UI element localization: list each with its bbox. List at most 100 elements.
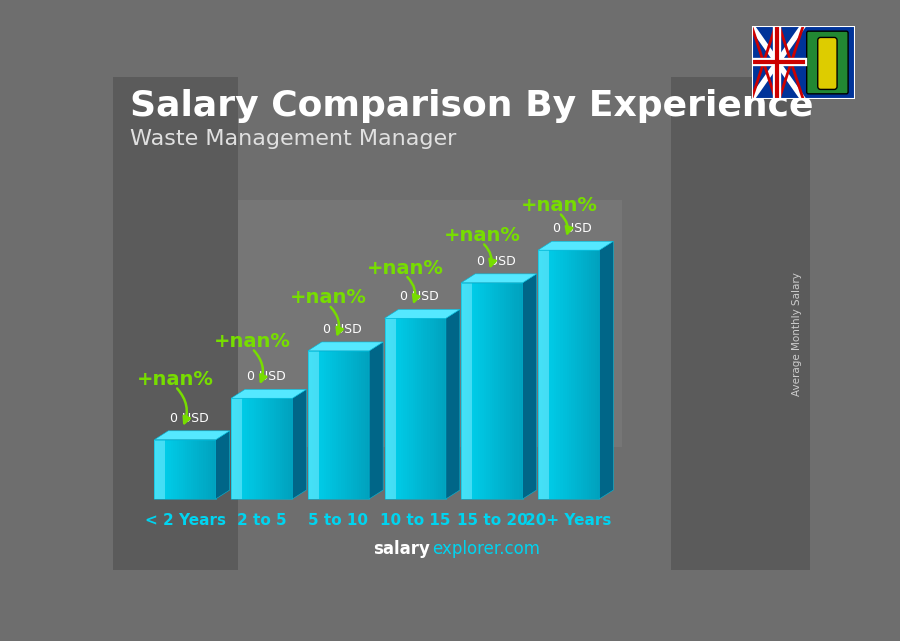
Bar [440, 319, 443, 499]
Bar [249, 398, 252, 499]
Polygon shape [446, 310, 460, 499]
Bar [208, 440, 211, 499]
Bar [432, 319, 435, 499]
Bar [280, 398, 283, 499]
Bar [197, 440, 200, 499]
Bar [213, 440, 216, 499]
Bar [173, 440, 176, 499]
Text: 0 USD: 0 USD [170, 412, 209, 425]
Bar [274, 398, 277, 499]
Bar [335, 351, 338, 499]
Bar [585, 250, 588, 499]
Bar [561, 250, 563, 499]
Bar [365, 351, 368, 499]
Bar [231, 398, 292, 499]
Bar [579, 250, 581, 499]
Bar [520, 283, 523, 499]
Bar [410, 319, 412, 499]
Bar [391, 319, 393, 499]
Text: 20+ Years: 20+ Years [526, 513, 612, 528]
Bar [268, 398, 271, 499]
Bar [426, 319, 428, 499]
Bar [312, 351, 315, 499]
Bar [272, 398, 274, 499]
Bar [482, 283, 484, 499]
Bar [538, 250, 549, 499]
Bar [241, 398, 244, 499]
Text: salary: salary [373, 540, 430, 558]
Bar [461, 283, 464, 499]
Bar [243, 398, 246, 499]
Bar [510, 283, 513, 499]
Bar [598, 250, 600, 499]
Text: 2 to 5: 2 to 5 [237, 513, 286, 528]
Bar [467, 283, 470, 499]
Bar [266, 398, 268, 499]
Bar [203, 440, 206, 499]
Bar [384, 319, 396, 499]
Text: < 2 Years: < 2 Years [145, 513, 226, 528]
Bar [512, 283, 515, 499]
Bar [177, 440, 180, 499]
FancyBboxPatch shape [818, 37, 837, 89]
Bar [264, 398, 266, 499]
Bar [546, 250, 549, 499]
Bar [291, 398, 293, 499]
Bar [542, 250, 544, 499]
Bar [492, 283, 495, 499]
Bar [500, 283, 503, 499]
Bar [504, 283, 507, 499]
Bar [395, 319, 398, 499]
Bar [231, 398, 234, 499]
Bar [498, 283, 500, 499]
Bar [415, 319, 418, 499]
Polygon shape [599, 241, 613, 499]
Bar [361, 351, 364, 499]
Bar [189, 440, 192, 499]
Bar [418, 319, 420, 499]
Bar [472, 283, 474, 499]
Bar [461, 283, 472, 499]
Bar [590, 250, 592, 499]
Text: +nan%: +nan% [444, 226, 521, 245]
Bar [185, 440, 188, 499]
Bar [583, 250, 586, 499]
Bar [411, 319, 414, 499]
Bar [488, 283, 490, 499]
Bar [484, 283, 487, 499]
Bar [428, 319, 430, 499]
Bar [160, 440, 163, 499]
Bar [470, 283, 472, 499]
Bar [308, 351, 310, 499]
Bar [507, 283, 509, 499]
Bar [556, 250, 559, 499]
Bar [544, 250, 547, 499]
Bar [179, 440, 182, 499]
Bar [346, 351, 349, 499]
Text: 5 to 10: 5 to 10 [309, 513, 368, 528]
Bar [558, 250, 562, 499]
Bar [580, 250, 584, 499]
Bar [587, 250, 590, 499]
Polygon shape [538, 241, 613, 250]
Bar [508, 283, 511, 499]
Bar [464, 283, 466, 499]
Bar [238, 200, 622, 447]
Bar [318, 351, 320, 499]
Bar [200, 440, 202, 499]
Bar [348, 351, 352, 499]
Bar [231, 398, 242, 499]
Bar [423, 319, 426, 499]
Bar [343, 351, 346, 499]
Bar [202, 440, 204, 499]
Bar [260, 398, 263, 499]
Text: +nan%: +nan% [520, 196, 598, 215]
Bar [478, 283, 481, 499]
Bar [475, 283, 478, 499]
Text: 0 USD: 0 USD [554, 222, 592, 235]
Text: Waste Management Manager: Waste Management Manager [130, 129, 456, 149]
Bar [442, 319, 445, 499]
Bar [548, 250, 551, 499]
Bar [407, 319, 410, 499]
Polygon shape [369, 342, 383, 499]
